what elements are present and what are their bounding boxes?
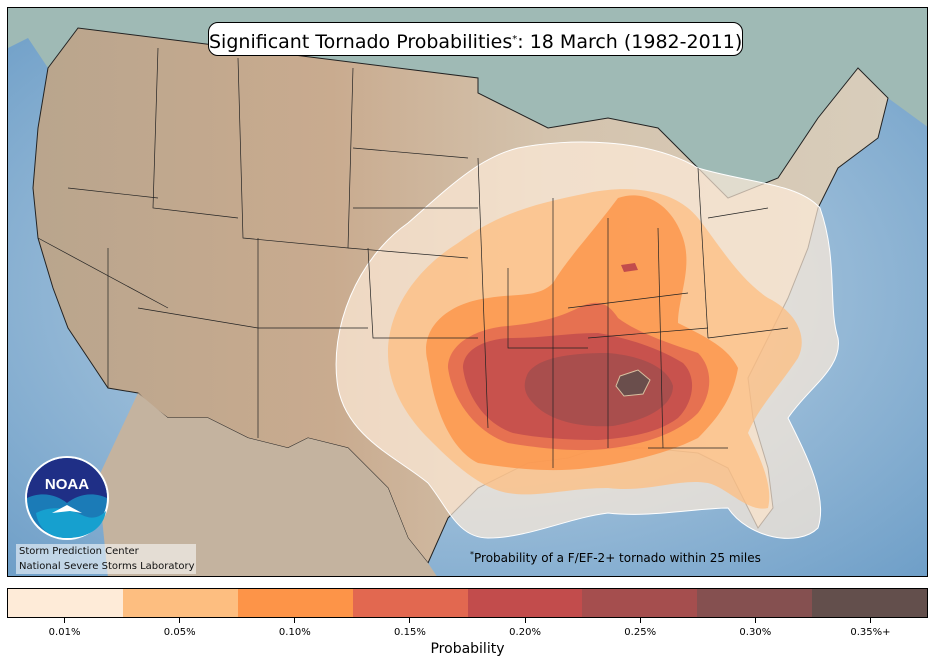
footnote-text: Probability of a F/EF-2+ tornado within … bbox=[474, 551, 761, 565]
colorbar-tick-mark bbox=[869, 618, 871, 623]
colorbar-tick-mark bbox=[294, 618, 296, 623]
colorbar-segment bbox=[467, 589, 583, 617]
colorbar-tick-text: 0.35%+ bbox=[850, 627, 891, 638]
noaa-logo: NOAA bbox=[25, 456, 109, 540]
title-marker: * bbox=[512, 34, 518, 45]
colorbar-tick-text: 0.10% bbox=[278, 627, 311, 638]
colorbar-tick-text: 0.05% bbox=[163, 627, 196, 638]
colorbar-tick-label: 0.10% bbox=[255, 618, 335, 638]
colorbar-tick-text: 0.15% bbox=[394, 627, 426, 638]
title-date: : 18 March (1982-2011) bbox=[517, 31, 743, 53]
colorbar-segment bbox=[582, 589, 698, 617]
credits: Storm Prediction Center National Severe … bbox=[16, 544, 196, 574]
colorbar-tick-label: 0.15% bbox=[370, 618, 450, 638]
colorbar-segment bbox=[697, 589, 813, 617]
colorbar-tick-label: 0.05% bbox=[140, 618, 220, 638]
state-borders bbox=[37, 47, 789, 468]
colorbar-tick-mark bbox=[179, 618, 181, 623]
credits-line1: Storm Prediction Center bbox=[19, 546, 139, 557]
colorbar-ticks: 0.01% 0.05% 0.10% 0.15% 0.20% 0.25% 0.30% 0.35%… bbox=[7, 618, 928, 648]
colorbar-tick-mark bbox=[409, 618, 411, 623]
colorbar-segment bbox=[8, 589, 123, 617]
noaa-logo-text: NOAA bbox=[45, 476, 89, 493]
mexico-landmass bbox=[98, 393, 437, 576]
colorbar-tick-label: 0.25% bbox=[600, 618, 680, 638]
colorbar-tick-label: 0.30% bbox=[715, 618, 795, 638]
contour-0-20-north bbox=[621, 263, 638, 272]
colorbar bbox=[7, 588, 928, 618]
colorbar-segment bbox=[237, 589, 353, 617]
footnote-marker: * bbox=[470, 550, 474, 559]
colorbar-segment bbox=[352, 589, 468, 617]
colorbar-tick-mark bbox=[524, 618, 526, 623]
footnote: *Probability of a F/EF-2+ tornado within… bbox=[470, 550, 761, 565]
colorbar-tick-label: 0.01% bbox=[25, 618, 105, 638]
colorbar-tick-mark bbox=[754, 618, 756, 623]
colorbar-segment bbox=[122, 589, 238, 617]
colorbar-tick-mark bbox=[639, 618, 641, 623]
credits-line2: National Severe Storms Laboratory bbox=[19, 561, 195, 572]
title-main: Significant Tornado Probabilities bbox=[209, 31, 513, 53]
colorbar-tick-text: 0.20% bbox=[509, 627, 541, 638]
contour-0-35 bbox=[615, 369, 651, 397]
colorbar-tick-text: 0.01% bbox=[48, 627, 81, 638]
map-canvas bbox=[8, 8, 927, 576]
colorbar-label: Probability bbox=[430, 641, 505, 657]
colorbar-segment bbox=[812, 589, 927, 617]
colorbar-tick-label: 0.20% bbox=[485, 618, 565, 638]
map-panel: Significant Tornado Probabilities*: 18 M… bbox=[7, 7, 928, 577]
map-title: Significant Tornado Probabilities*: 18 M… bbox=[208, 22, 743, 56]
colorbar-tick-label: 0.35%+ bbox=[830, 618, 910, 638]
colorbar-tick-text: 0.25% bbox=[624, 627, 657, 638]
colorbar-tick-text: 0.30% bbox=[739, 627, 772, 638]
colorbar-tick-mark bbox=[64, 618, 66, 623]
